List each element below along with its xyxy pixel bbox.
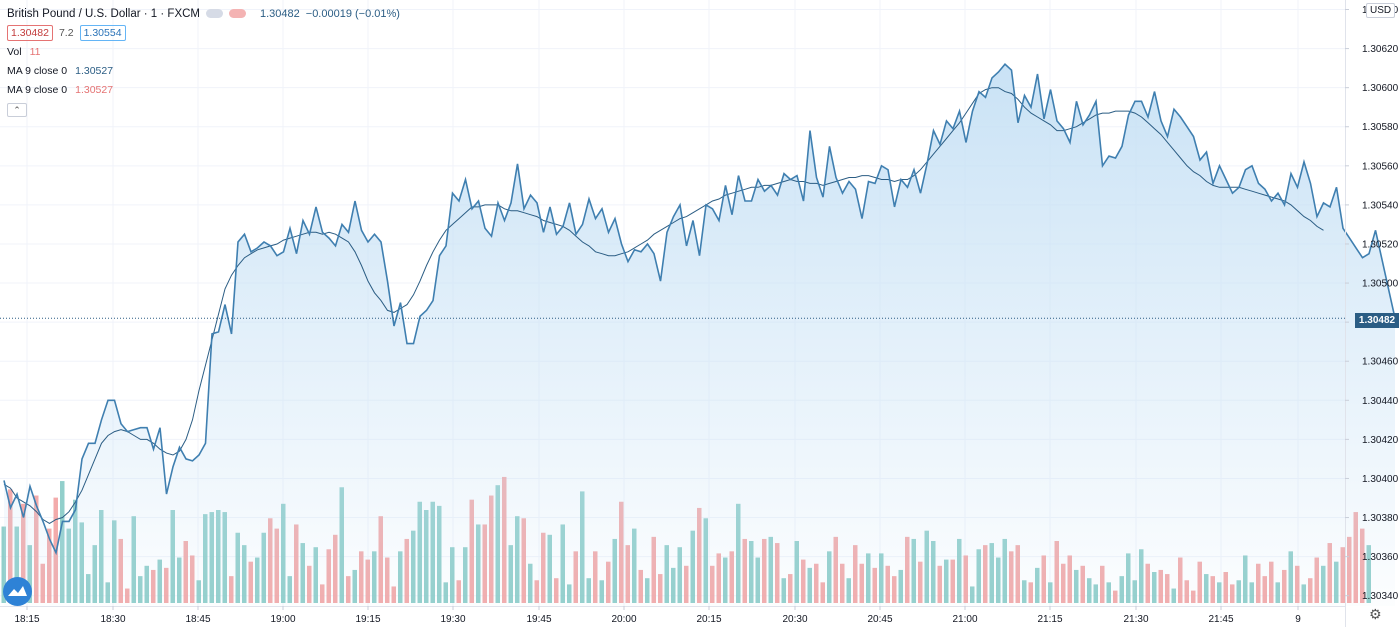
price-tick-label: 1.30620 <box>1362 44 1399 55</box>
market-status-icon <box>229 9 246 18</box>
ask-price[interactable]: 1.30554 <box>79 24 126 41</box>
chart-legend: British Pound / U.S. Dollar · 1 · FXCM 1… <box>7 4 400 117</box>
price-tick-label: 1.30560 <box>1362 161 1399 172</box>
price-tick-label: 1.30580 <box>1362 122 1399 133</box>
time-axis: 18:15 18:30 18:45 19:00 19:15 19:30 19:45 20:00… <box>14 606 1301 625</box>
time-tick-label: 20:30 <box>782 614 807 625</box>
time-tick-label: 21:15 <box>1037 614 1062 625</box>
quote-row: 1.30482 7.2 1.30554 <box>7 23 400 42</box>
indicator-value: 11 <box>29 45 41 58</box>
indicator-vol[interactable]: Vol 11 <box>7 42 400 61</box>
collapse-legend-button[interactable]: ⌃ <box>7 103 27 117</box>
time-tick-label: 20:45 <box>867 614 892 625</box>
price-area <box>4 64 1395 606</box>
time-tick-label: 18:45 <box>185 614 210 625</box>
price-tick-label: 1.30360 <box>1362 552 1399 563</box>
time-tick-label: 9 <box>1295 614 1301 625</box>
price-axis: 1.306401.306201.306001.305801.305601.305… <box>1345 5 1399 602</box>
time-tick-label: 19:45 <box>526 614 551 625</box>
volume-bar <box>1 526 6 603</box>
price-tick-label: 1.30420 <box>1362 435 1399 446</box>
time-tick-label: 20:15 <box>696 614 721 625</box>
tradingview-logo-icon[interactable] <box>3 577 32 606</box>
price-tick-label: 1.30520 <box>1362 239 1399 250</box>
price-tick-label: 1.30400 <box>1362 474 1399 485</box>
price-tick-label: 1.30380 <box>1362 513 1399 524</box>
time-tick-label: 18:15 <box>14 614 39 625</box>
price-tick-label: 1.30460 <box>1362 357 1399 368</box>
ma-line <box>3 87 1324 524</box>
currency-button[interactable]: USD <box>1366 3 1396 18</box>
symbol-title[interactable]: British Pound / U.S. Dollar · 1 · FXCM <box>7 7 200 20</box>
indicator-name: MA 9 close 0 <box>7 64 68 77</box>
indicator-ma-2[interactable]: MA 9 close 0 1.30527 <box>7 80 400 99</box>
price-change: −0.00019 (−0.01%) <box>305 7 400 20</box>
time-tick-label: 19:00 <box>270 614 295 625</box>
spread: 7.2 <box>58 26 74 39</box>
gear-icon[interactable]: ⚙ <box>1369 606 1382 622</box>
price-tick-label: 1.30540 <box>1362 200 1399 211</box>
time-tick-label: 21:30 <box>1123 614 1148 625</box>
price-tick-label: 1.30500 <box>1362 279 1399 290</box>
bid-price[interactable]: 1.30482 <box>7 24 53 41</box>
indicator-name: MA 9 close 0 <box>7 83 68 96</box>
indicator-value: 1.30527 <box>75 83 114 96</box>
last-price-label: 1.30482 <box>1355 313 1399 328</box>
price-tick-label: 1.30440 <box>1362 396 1399 407</box>
indicator-value: 1.30527 <box>75 64 114 77</box>
time-tick-label: 19:15 <box>355 614 380 625</box>
symbol-row: British Pound / U.S. Dollar · 1 · FXCM 1… <box>7 4 400 23</box>
price-tick-label: 1.30600 <box>1362 83 1399 94</box>
price-line <box>3 63 1396 556</box>
time-tick-label: 18:30 <box>100 614 125 625</box>
time-tick-label: 21:00 <box>952 614 977 625</box>
time-tick-label: 21:45 <box>1208 614 1233 625</box>
indicator-name: Vol <box>7 45 22 58</box>
last-price: 1.30482 <box>260 7 300 20</box>
indicator-ma-1[interactable]: MA 9 close 0 1.30527 <box>7 61 400 80</box>
time-tick-label: 20:00 <box>611 614 636 625</box>
eye-icon[interactable] <box>206 9 223 18</box>
time-tick-label: 19:30 <box>440 614 465 625</box>
price-tick-label: 1.30340 <box>1362 591 1399 602</box>
